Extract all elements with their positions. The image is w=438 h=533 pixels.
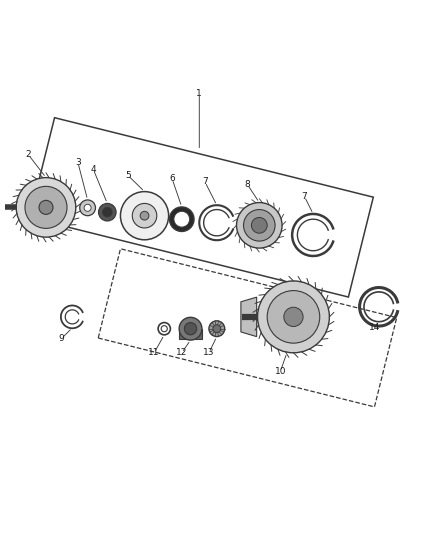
Ellipse shape (244, 209, 275, 241)
Ellipse shape (25, 187, 67, 229)
Ellipse shape (16, 177, 76, 237)
Text: 13: 13 (203, 348, 215, 357)
Text: 7: 7 (301, 192, 307, 201)
Ellipse shape (258, 281, 329, 353)
Ellipse shape (132, 204, 157, 228)
Ellipse shape (84, 204, 91, 211)
Ellipse shape (213, 325, 221, 333)
Polygon shape (179, 329, 202, 339)
Text: 3: 3 (75, 158, 81, 167)
Ellipse shape (39, 200, 53, 214)
Ellipse shape (140, 211, 149, 220)
Text: 2: 2 (26, 150, 31, 159)
Ellipse shape (80, 200, 95, 216)
Ellipse shape (184, 322, 197, 335)
Text: 10: 10 (275, 367, 286, 376)
Text: 14: 14 (369, 324, 380, 332)
Text: 6: 6 (169, 174, 175, 183)
Ellipse shape (251, 217, 267, 233)
Text: 11: 11 (148, 348, 160, 357)
Ellipse shape (102, 207, 112, 217)
Text: 7: 7 (202, 177, 208, 187)
Ellipse shape (237, 203, 282, 248)
Ellipse shape (179, 317, 202, 340)
Text: 12: 12 (176, 348, 187, 357)
Ellipse shape (209, 321, 225, 336)
Polygon shape (241, 297, 257, 337)
Text: 1: 1 (196, 89, 202, 98)
Ellipse shape (170, 207, 194, 231)
Text: 4: 4 (91, 165, 96, 174)
Ellipse shape (99, 204, 116, 221)
Text: 5: 5 (125, 171, 131, 180)
Ellipse shape (120, 191, 169, 240)
Text: 8: 8 (244, 180, 251, 189)
Ellipse shape (267, 290, 320, 343)
Ellipse shape (284, 307, 303, 327)
Ellipse shape (174, 211, 190, 227)
Text: 9: 9 (58, 334, 64, 343)
